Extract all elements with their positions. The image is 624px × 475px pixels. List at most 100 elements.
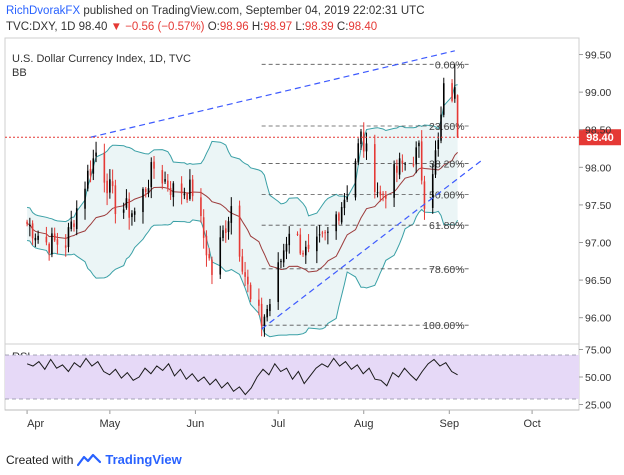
candle <box>56 232 59 254</box>
published-text: published on TradingView.com, September … <box>83 5 425 17</box>
candle-body <box>340 207 343 223</box>
open-label: O: <box>207 21 220 33</box>
candle <box>277 252 280 310</box>
x-tick-label: Sep <box>440 418 460 430</box>
y-tick-label: 96.00 <box>585 313 611 325</box>
candle-body <box>131 213 133 218</box>
candle-body <box>84 188 86 209</box>
candle <box>133 207 136 222</box>
candle-body <box>260 303 263 326</box>
candle <box>128 192 130 230</box>
tradingview-logo-icon <box>77 453 102 466</box>
candle <box>269 298 271 317</box>
candle <box>324 230 326 241</box>
y-tick-label: 99.50 <box>585 50 611 62</box>
candle <box>26 219 28 227</box>
author-link[interactable]: RichDvorakFX <box>6 5 81 17</box>
x-tick-label: May <box>99 418 120 430</box>
candle <box>45 226 48 246</box>
candle <box>31 220 34 246</box>
candle-body <box>244 272 246 277</box>
candle-body <box>37 235 39 240</box>
candle-body <box>73 223 75 227</box>
candle <box>208 248 211 261</box>
candle <box>144 187 147 198</box>
candle <box>200 188 202 223</box>
candle <box>125 189 128 210</box>
candle-body <box>277 262 280 302</box>
candle <box>180 176 183 205</box>
candle-body <box>103 152 106 183</box>
candle <box>420 130 423 185</box>
candle-body <box>125 198 128 208</box>
candle-body <box>238 205 241 257</box>
close-value: 98.40 <box>348 21 378 33</box>
candle-body <box>324 232 326 234</box>
candle <box>164 171 166 185</box>
candle <box>219 225 222 279</box>
candle-body <box>343 199 346 209</box>
candle-body <box>202 217 205 238</box>
candle-body <box>299 234 302 254</box>
bollinger-basis-line <box>27 152 458 273</box>
candle <box>244 261 246 287</box>
candle <box>37 230 39 244</box>
candle <box>186 192 188 203</box>
footer-created-with: Created with <box>6 452 74 467</box>
candle <box>122 202 125 219</box>
x-tick-label: Jul <box>271 418 285 430</box>
candle-body <box>169 187 172 195</box>
candle <box>318 224 321 243</box>
candle <box>111 169 114 194</box>
candle <box>241 248 244 275</box>
candle <box>161 164 164 190</box>
candle-body <box>227 221 230 233</box>
rsi-y-tick-label: 25.00 <box>585 400 611 412</box>
candle-body <box>144 188 147 192</box>
candle-body <box>230 206 233 223</box>
x-tick-label: Apr <box>27 418 44 430</box>
candle <box>382 191 384 202</box>
candle <box>106 173 108 206</box>
candle-body <box>418 142 420 147</box>
candle-body <box>164 179 166 182</box>
candle <box>360 128 362 150</box>
candle <box>131 210 133 226</box>
candle <box>222 225 224 242</box>
candle-body <box>431 174 434 208</box>
symbol-line: TVC:DXY, 1D <box>6 21 76 33</box>
candle <box>202 209 205 249</box>
candle-body <box>263 316 266 326</box>
low-label: L: <box>295 21 305 33</box>
candle <box>321 230 324 238</box>
candle <box>95 141 97 163</box>
candle-body <box>362 132 365 152</box>
candle <box>266 304 268 322</box>
rsi-y-tick-label: 75.00 <box>585 345 611 357</box>
rsi-band-fill <box>5 355 579 399</box>
candle-body <box>92 158 95 174</box>
candle-body <box>376 192 379 194</box>
chart-canvas[interactable]: U.S. Dollar Currency Index, 1D, TVC BB R… <box>0 0 624 440</box>
candle-body <box>224 228 227 233</box>
candle <box>29 217 31 237</box>
footer-brand[interactable]: TradingView <box>105 452 182 467</box>
candle-body <box>153 161 155 169</box>
candle <box>263 314 266 337</box>
fib-level-label: 38.20% <box>429 159 465 171</box>
candle-body <box>285 243 288 252</box>
candle <box>442 77 445 118</box>
candle-body <box>442 83 445 115</box>
candle <box>431 163 434 214</box>
candle-body <box>128 198 130 218</box>
candle-body <box>396 165 398 173</box>
candle <box>150 157 153 199</box>
candle-body <box>114 185 117 215</box>
candle-body <box>45 236 48 243</box>
candle-body <box>382 193 384 195</box>
indicator-label-bb: BB <box>12 67 27 79</box>
trendline <box>261 159 483 330</box>
candle <box>376 182 379 198</box>
candle <box>191 175 194 202</box>
candle <box>307 234 310 253</box>
